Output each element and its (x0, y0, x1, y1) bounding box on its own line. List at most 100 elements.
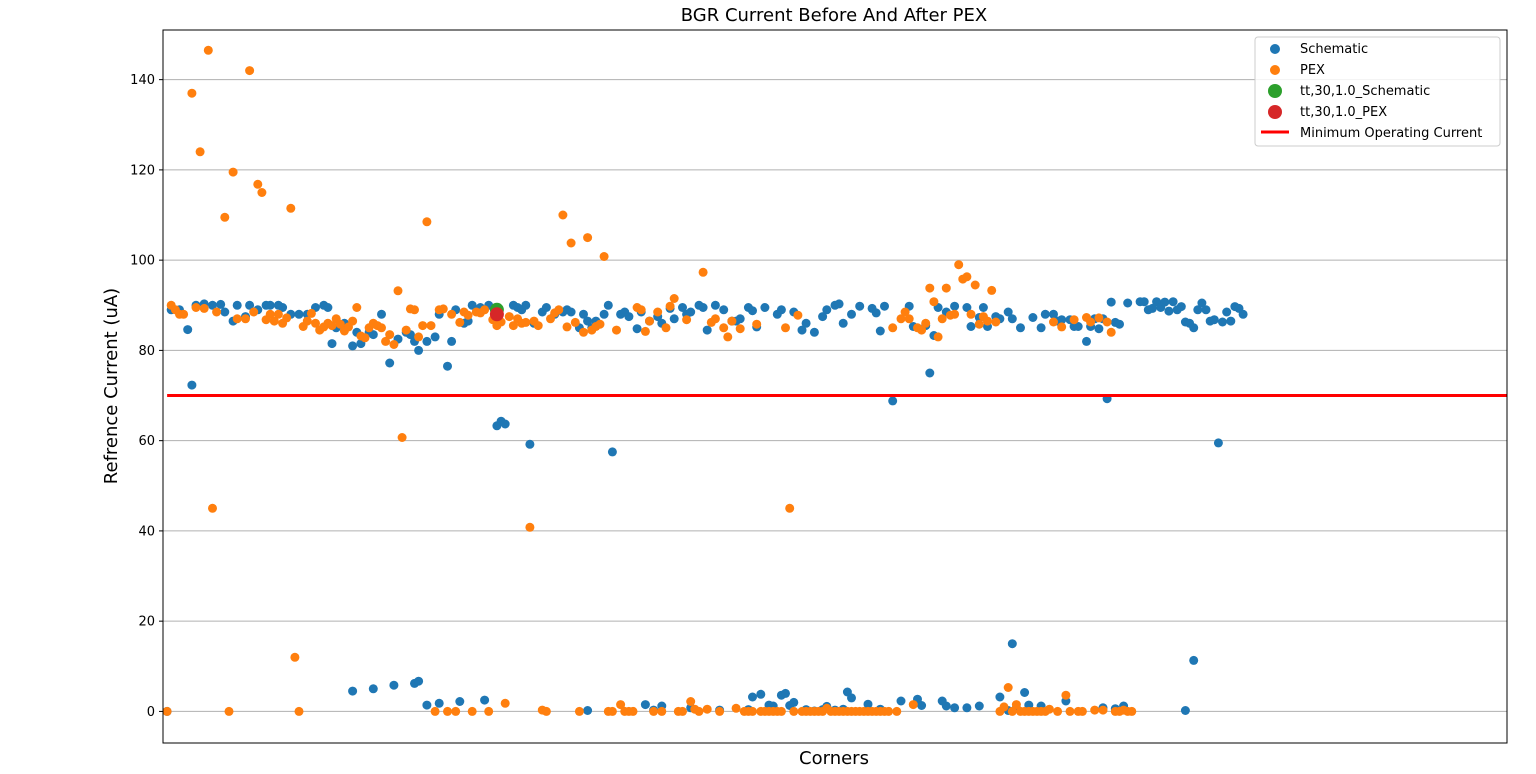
pex-point (554, 305, 564, 315)
schematic-point (719, 305, 729, 315)
pex-point (1069, 315, 1079, 325)
pex-point (570, 317, 580, 327)
pex-point (669, 294, 679, 303)
pex-point (212, 307, 222, 317)
schematic-point (925, 368, 935, 378)
pex-point (282, 313, 292, 323)
schematic-point (962, 303, 972, 312)
schematic-point (323, 303, 333, 312)
schematic-point (1094, 324, 1104, 334)
schematic-point (1189, 655, 1199, 665)
schematic-point (1028, 313, 1038, 322)
schematic-point (1176, 302, 1186, 312)
schematic-point (880, 301, 889, 311)
schematic-point (863, 699, 873, 709)
schematic-point (1115, 319, 1124, 329)
pex-point (352, 303, 362, 312)
schematic-point (1049, 309, 1058, 319)
schematic-point (430, 332, 440, 342)
schematic-point (327, 339, 337, 349)
legend-label-min-current: Minimum Operating Current (1300, 126, 1482, 141)
pex-point (723, 332, 733, 342)
schematic-point (760, 303, 770, 312)
pex-point (249, 307, 259, 317)
schematic-point (583, 316, 593, 326)
pex-point (533, 321, 543, 331)
pex-point (562, 322, 572, 332)
schematic-point (1123, 298, 1133, 308)
pex-point (966, 309, 976, 319)
pex-point (1094, 313, 1104, 323)
legend-marker-tt-pex (1268, 105, 1282, 119)
schematic-point (1238, 309, 1248, 319)
pex-point (892, 706, 902, 716)
pex-point (327, 321, 337, 331)
pex-point (640, 326, 650, 336)
schematic-point (917, 701, 927, 710)
schematic-point (624, 312, 634, 322)
pex-point (385, 330, 395, 340)
pex-point (900, 307, 910, 317)
pex-point (286, 203, 296, 213)
schematic-point (467, 300, 477, 310)
pex-point (649, 706, 659, 716)
schematic-point (216, 299, 226, 309)
schematic-point (698, 303, 708, 312)
schematic-point (710, 300, 720, 310)
pex-point (1053, 706, 1063, 716)
pex-point (422, 217, 432, 227)
schematic-point (801, 318, 811, 328)
pex-point (645, 316, 654, 326)
schematic-point (348, 341, 358, 351)
schematic-point (871, 308, 881, 318)
schematic-point (599, 309, 609, 319)
pex-point (1086, 317, 1096, 327)
pex-point (269, 316, 279, 326)
pex-point (208, 503, 217, 513)
pex-point (191, 303, 201, 312)
pex-point (789, 706, 799, 716)
schematic-point (1193, 305, 1203, 315)
schematic-point (847, 693, 856, 703)
schematic-point (847, 309, 856, 319)
pex-point (1011, 700, 1021, 710)
pex-point (195, 147, 205, 157)
pex-point (1065, 706, 1075, 716)
schematic-point (1218, 317, 1227, 327)
pex-point (735, 324, 745, 334)
schematic-point (781, 688, 790, 698)
schematic-point (888, 396, 898, 406)
pex-point (937, 314, 947, 324)
plot-area-frame (162, 29, 1508, 744)
pex-point (455, 317, 465, 327)
pex-point (929, 297, 939, 307)
legend-label-tt-schematic: tt,30,1.0_Schematic (1300, 84, 1430, 99)
schematic-point (1139, 297, 1149, 307)
pex-point (508, 321, 518, 331)
schematic-point (521, 300, 531, 310)
pex-point (1098, 705, 1108, 715)
schematic-point (834, 299, 844, 309)
schematic-point (1057, 315, 1067, 325)
pex-point (430, 706, 440, 716)
pex-point (1049, 317, 1058, 327)
pex-point (921, 318, 931, 328)
pex-point (781, 323, 790, 333)
schematic-point (368, 330, 378, 340)
schematic-point (579, 309, 588, 319)
pex-point (950, 309, 960, 319)
schematic-point (678, 303, 687, 312)
pex-point (484, 706, 494, 716)
pex-point (525, 522, 535, 532)
pex-point (1057, 322, 1067, 332)
pex-point (574, 706, 584, 716)
pex-point (933, 332, 943, 342)
schematic-point (978, 303, 988, 312)
schematic-point (702, 325, 712, 335)
pex-point (294, 706, 304, 716)
schematic-point (434, 698, 444, 708)
schematic-point (838, 318, 848, 328)
pex-point (1003, 683, 1013, 692)
schematic-point (822, 305, 832, 315)
schematic-point (789, 697, 799, 707)
